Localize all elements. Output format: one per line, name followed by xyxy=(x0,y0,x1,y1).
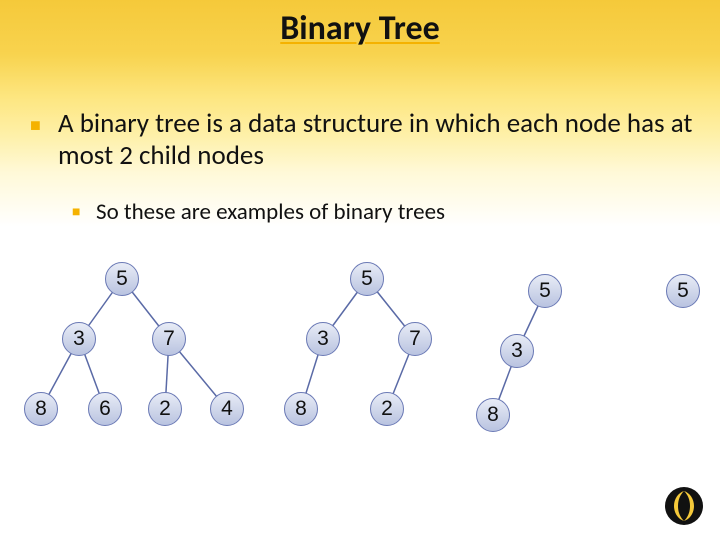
tree-node: 5 xyxy=(666,274,700,308)
tree-node: 7 xyxy=(398,322,432,356)
tree-node: 3 xyxy=(500,334,534,368)
logo-icon xyxy=(660,482,708,530)
bullet-marker-icon: ■ xyxy=(72,203,80,220)
bullet-2-text: So these are examples of binary trees xyxy=(96,198,696,226)
tree-node: 2 xyxy=(148,392,182,426)
tree-node: 8 xyxy=(476,398,510,432)
slide-title: Binary Tree xyxy=(0,8,720,49)
bullet-level-1: ■ A binary tree is a data structure in w… xyxy=(32,108,696,172)
tree-node: 7 xyxy=(152,322,186,356)
bullet-marker-icon: ■ xyxy=(30,114,41,136)
tree-node: 8 xyxy=(284,392,318,426)
tree-node: 3 xyxy=(306,322,340,356)
tree-node: 5 xyxy=(350,262,384,296)
tree-node: 5 xyxy=(528,274,562,308)
slide: Binary Tree ■ A binary tree is a data st… xyxy=(0,0,720,540)
tree-node: 2 xyxy=(370,392,404,426)
tree-node: 4 xyxy=(210,392,244,426)
bullet-1-text: A binary tree is a data structure in whi… xyxy=(58,108,696,172)
title-text: Binary Tree xyxy=(280,8,440,49)
tree-node: 5 xyxy=(105,262,139,296)
bullet-level-2: ■ So these are examples of binary trees xyxy=(74,198,696,226)
tree-node: 8 xyxy=(24,392,58,426)
trees-diagram: 5378624537825385 xyxy=(0,244,720,504)
tree-node: 3 xyxy=(62,322,96,356)
tree-node: 6 xyxy=(88,392,122,426)
